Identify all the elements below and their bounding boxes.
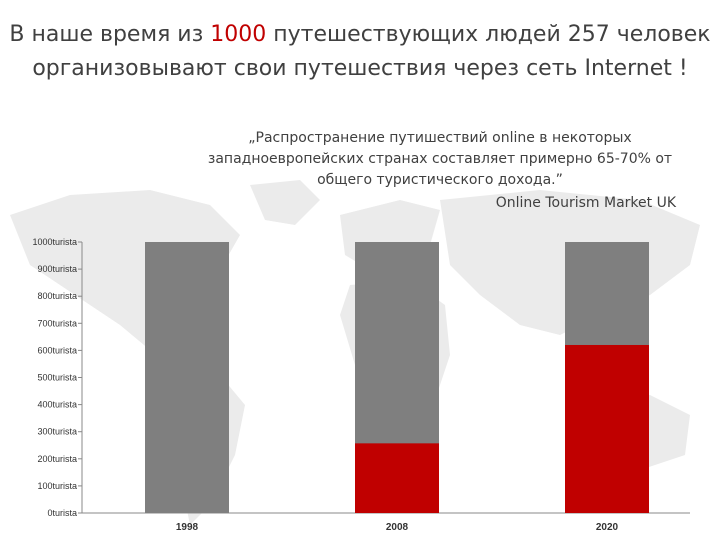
online-travelers-bar <box>565 344 649 513</box>
total-travelers-bar <box>145 242 229 513</box>
quote-source: Online Tourism Market UK <box>495 195 676 211</box>
quote-text: „Распространение путишествий online в не… <box>207 130 673 188</box>
y-tick-label: 900turista <box>37 264 77 274</box>
x-category-label: 2008 <box>386 522 409 533</box>
y-tick-label: 700turista <box>37 318 77 328</box>
y-tick-label: 600turista <box>37 345 77 355</box>
y-tick-label: 100turista <box>37 481 77 491</box>
y-tick-label: 0turista <box>47 508 77 518</box>
slide-title: В наше время из 1000 путешествующих люде… <box>0 18 720 86</box>
title-part-1: В наше время из <box>9 22 211 47</box>
x-category-label: 1998 <box>176 522 199 533</box>
x-category-label: 2020 <box>596 522 619 533</box>
y-tick-label: 300turista <box>37 427 77 437</box>
title-part-2: путешествующих людей 257 человек организ… <box>32 22 711 81</box>
continent-greenland <box>250 180 320 225</box>
y-tick-label: 200turista <box>37 454 77 464</box>
y-tick-label: 800turista <box>37 291 77 301</box>
online-travelers-bar <box>355 443 439 513</box>
y-tick-label: 1000turista <box>32 237 77 247</box>
y-tick-label: 500turista <box>37 373 77 383</box>
y-tick-label: 400turista <box>37 400 77 410</box>
title-highlight: 1000 <box>210 22 267 47</box>
